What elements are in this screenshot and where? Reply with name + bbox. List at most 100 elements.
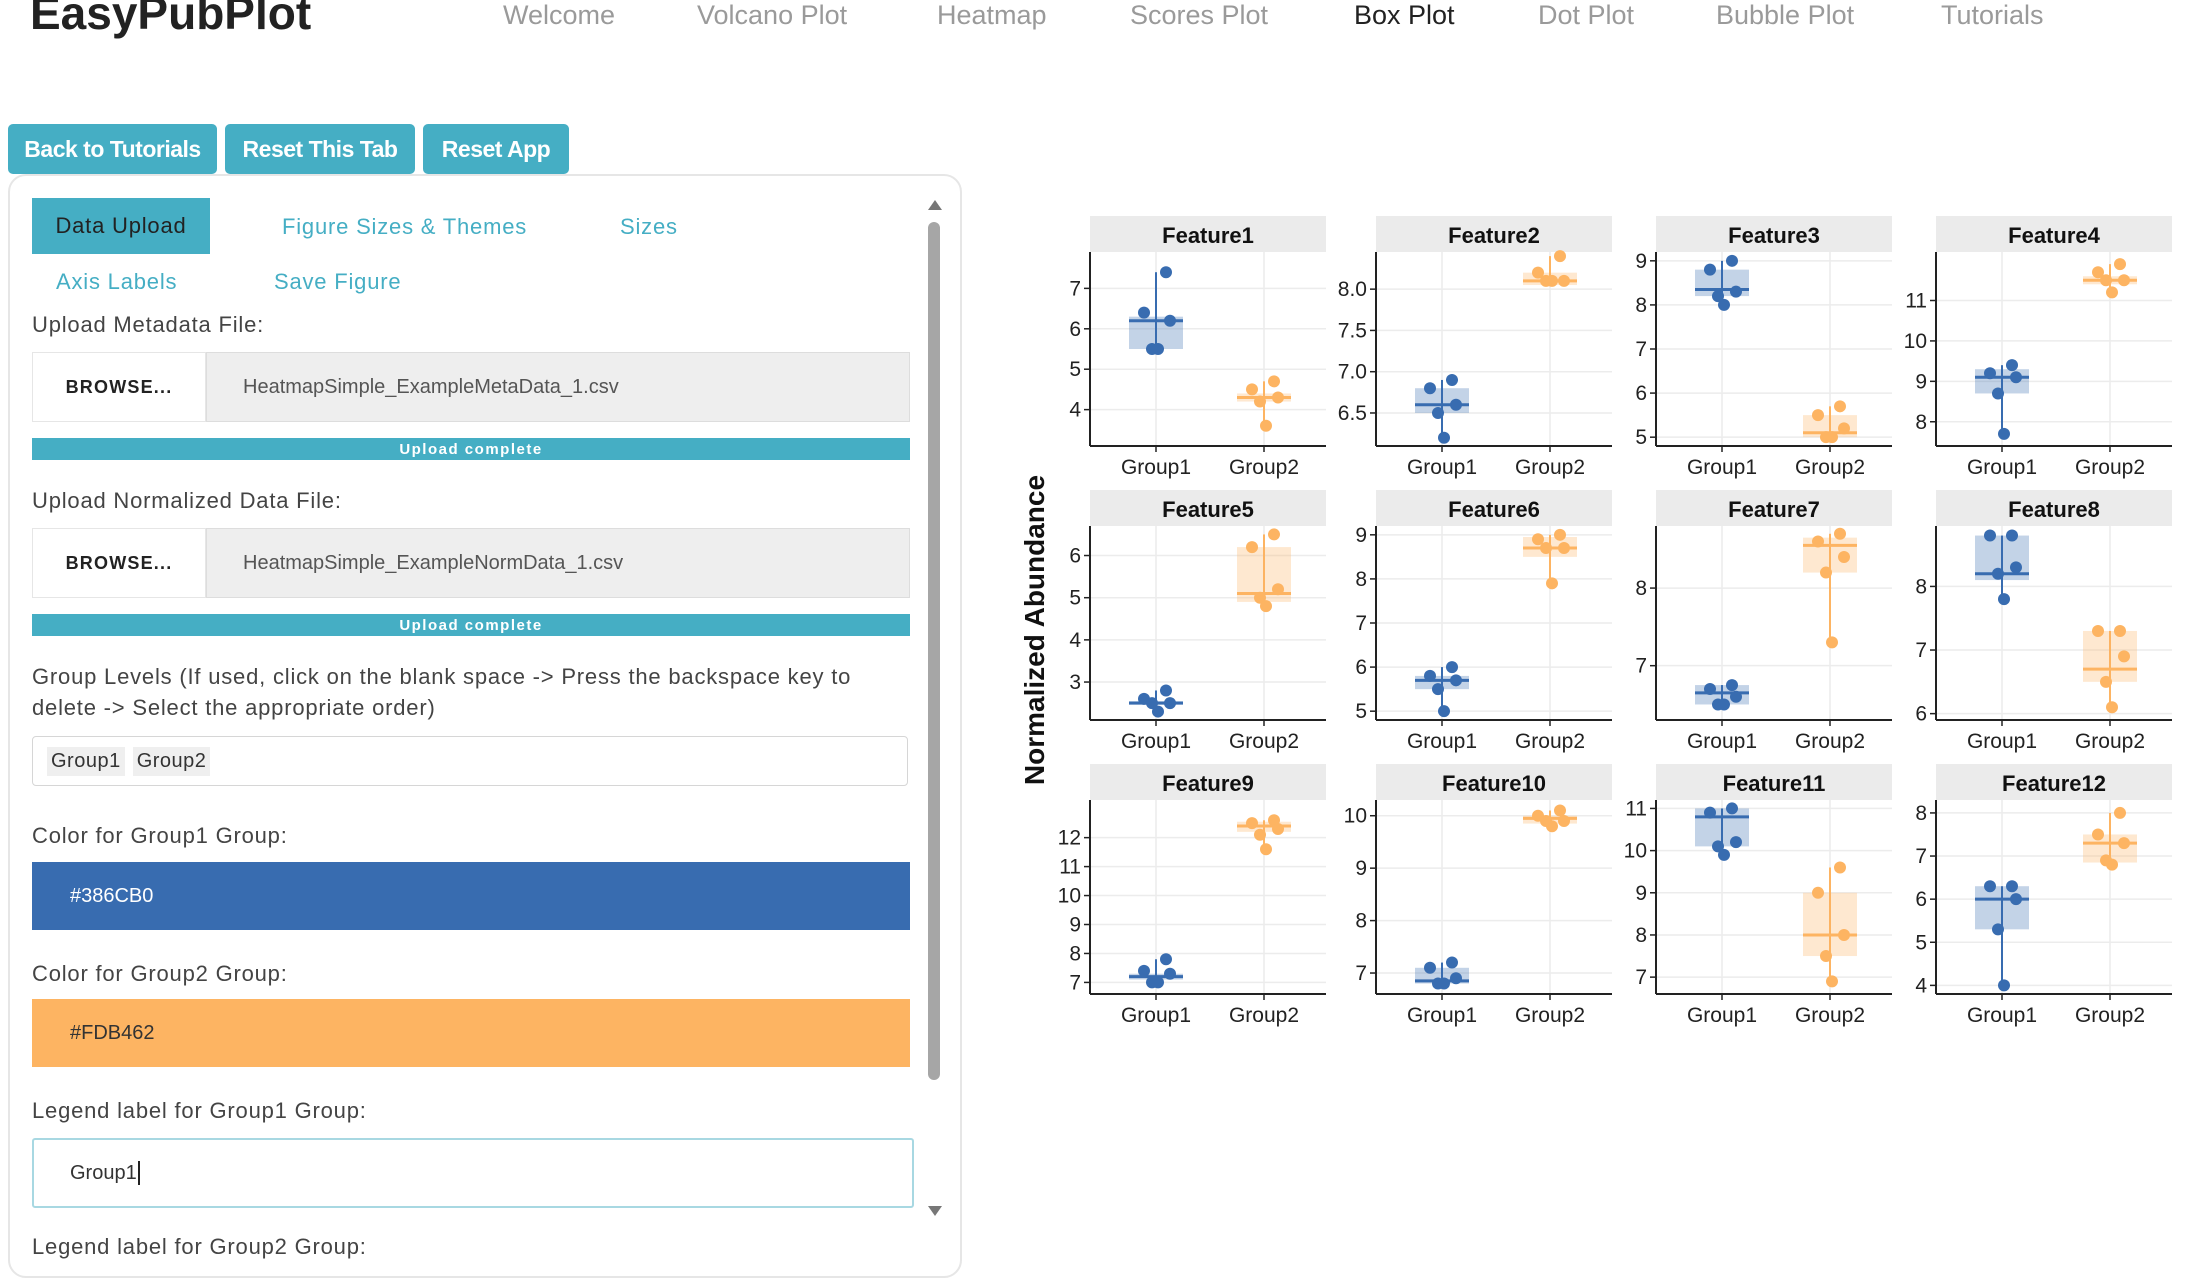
facet-strip: [1376, 764, 1612, 800]
tab-data-upload[interactable]: Data Upload: [32, 198, 210, 254]
facet-title: Feature9: [1162, 771, 1254, 796]
color2-picker[interactable]: #FDB462: [32, 999, 910, 1067]
facet-title: Feature12: [2002, 771, 2106, 796]
x-tick-label: Group1: [1967, 456, 2037, 479]
y-tick-label: 4: [1915, 974, 1927, 997]
x-tick-label: Group2: [1795, 1004, 1865, 1027]
data-point: [1532, 266, 1544, 279]
y-tick-label: 9: [1355, 524, 1367, 547]
scroll-thumb[interactable]: [928, 222, 940, 1080]
nav-box-plot[interactable]: Box Plot: [1354, 0, 1455, 30]
data-point: [2006, 359, 2018, 372]
box-body: [1803, 892, 1857, 957]
data-point: [1268, 375, 1280, 388]
x-tick-label: Group1: [1121, 730, 1191, 753]
data-point: [1254, 828, 1266, 841]
data-point: [2114, 258, 2126, 271]
y-tick-label: 10: [1624, 840, 1647, 863]
x-tick-label: Group2: [2075, 456, 2145, 479]
reset-app-button[interactable]: Reset App: [423, 124, 569, 174]
data-point: [1730, 690, 1742, 703]
nav-heatmap[interactable]: Heatmap: [937, 0, 1047, 30]
data-point: [2092, 266, 2104, 279]
nav-tutorials[interactable]: Tutorials: [1941, 0, 2044, 30]
norm-browse-button[interactable]: BROWSE...: [32, 528, 206, 598]
data-point: [1446, 373, 1458, 386]
group-level-chip[interactable]: Group2: [132, 746, 211, 776]
data-point: [1826, 431, 1838, 444]
data-point: [1246, 817, 1258, 830]
data-point: [2100, 675, 2112, 688]
facet-title: Feature5: [1162, 497, 1254, 522]
data-point: [1438, 431, 1450, 444]
tab-axis-labels[interactable]: Axis Labels: [56, 269, 178, 294]
nav-volcano-plot[interactable]: Volcano Plot: [697, 0, 848, 30]
x-tick-label: Group1: [1687, 730, 1757, 753]
facet-strip: [1376, 490, 1612, 526]
data-point: [1438, 977, 1450, 990]
data-point: [1704, 806, 1716, 819]
y-tick-label: 5: [1355, 700, 1367, 723]
nav-dot-plot[interactable]: Dot Plot: [1538, 0, 1635, 30]
back-to-tutorials-button[interactable]: Back to Tutorials: [8, 124, 217, 174]
x-tick-label: Group1: [1407, 456, 1477, 479]
data-point: [1272, 822, 1284, 835]
tab-save-figure[interactable]: Save Figure: [274, 269, 402, 294]
data-point: [1712, 290, 1724, 303]
tab-figure-sizes-themes[interactable]: Figure Sizes & Themes: [282, 214, 528, 239]
data-point: [1834, 527, 1846, 540]
data-point: [1812, 886, 1824, 899]
data-point: [1812, 409, 1824, 422]
data-point: [1160, 684, 1172, 697]
y-tick-label: 4: [1069, 399, 1081, 422]
data-point: [2010, 561, 2022, 574]
facet-strip: [1656, 764, 1892, 800]
data-point: [2106, 701, 2118, 714]
group-levels-label-line1: Group Levels (If used, click on the blan…: [32, 664, 852, 689]
x-tick-label: Group2: [1515, 730, 1585, 753]
facet-title: Feature4: [2008, 223, 2100, 248]
nav-scores-plot[interactable]: Scores Plot: [1130, 0, 1269, 30]
y-tick-label: 5: [1069, 358, 1081, 381]
nav-bubble-plot[interactable]: Bubble Plot: [1716, 0, 1855, 30]
tab-sizes[interactable]: Sizes: [620, 214, 678, 239]
group-level-chip[interactable]: Group1: [47, 746, 125, 776]
y-tick-label: 6: [1069, 318, 1081, 341]
data-point: [1838, 928, 1850, 941]
x-tick-label: Group2: [1229, 1004, 1299, 1027]
y-tick-label: 7: [1069, 277, 1081, 300]
box-body: [1975, 886, 2029, 930]
reset-tab-button[interactable]: Reset This Tab: [225, 124, 415, 174]
y-tick-label: 12: [1058, 827, 1081, 850]
data-point: [1998, 427, 2010, 440]
legend1-input[interactable]: Group1: [32, 1138, 914, 1208]
data-point: [1164, 967, 1176, 980]
data-point: [1540, 542, 1552, 555]
data-point: [1992, 387, 2004, 400]
data-point: [2006, 880, 2018, 893]
y-tick-label: 6: [1915, 703, 1927, 726]
group-levels-label-line2: delete -> Select the appropriate order): [32, 695, 436, 720]
color1-picker[interactable]: #386CB0: [32, 862, 910, 930]
data-point: [1838, 422, 1850, 435]
top-nav: Welcome Volcano Plot Heatmap Scores Plot…: [0, 0, 2190, 40]
scroll-up-icon[interactable]: [928, 200, 942, 210]
metadata-browse-button[interactable]: BROWSE...: [32, 352, 206, 422]
data-point: [1260, 843, 1272, 856]
data-point: [1260, 419, 1272, 432]
data-point: [1546, 274, 1558, 287]
scroll-down-icon[interactable]: [928, 1206, 942, 1216]
data-point: [1558, 542, 1570, 555]
group-levels-select[interactable]: Group1 Group2: [32, 736, 908, 786]
data-point: [1268, 528, 1280, 541]
nav-welcome[interactable]: Welcome: [503, 0, 616, 30]
data-point: [1272, 391, 1284, 404]
data-point: [1554, 528, 1566, 541]
data-point: [1704, 682, 1716, 695]
facet-strip: [1936, 764, 2172, 800]
data-point: [1812, 535, 1824, 548]
y-tick-label: 8: [1635, 577, 1647, 600]
data-point: [1160, 266, 1172, 279]
panel-scrollbar[interactable]: [924, 200, 944, 1216]
x-tick-label: Group2: [1515, 456, 1585, 479]
